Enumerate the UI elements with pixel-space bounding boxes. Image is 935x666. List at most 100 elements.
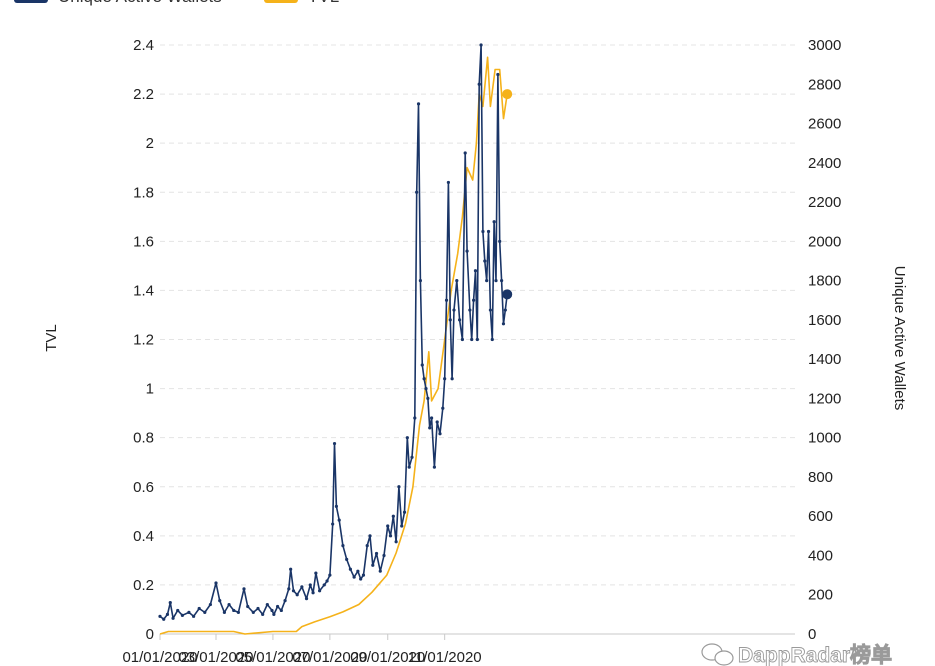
y-right-tick-label: 1000 [808, 430, 841, 447]
wallets-point [251, 610, 255, 615]
wallets-point [455, 279, 459, 283]
wallets-point [424, 386, 428, 391]
y-axis-left-title: TVL [43, 324, 60, 352]
wallets-point [503, 308, 507, 312]
wallets-point [218, 599, 222, 603]
legend-label-tvl: TVL [308, 0, 339, 6]
wallets-point [176, 608, 180, 613]
wallets-point [465, 249, 469, 253]
wallets-point [279, 608, 283, 613]
wallets-point [426, 396, 430, 400]
wallets-point [446, 180, 450, 185]
wallets-point [430, 416, 434, 420]
wallets-point [486, 229, 491, 234]
x-tick-label: 09/01/2020 [350, 649, 425, 666]
y-right-tick-label: 200 [808, 587, 833, 604]
wallets-point [415, 190, 419, 194]
wallets-point [348, 567, 352, 571]
wallets-point [371, 563, 375, 567]
x-axis: 01/01/202003/01/202005/01/202007/01/2020… [122, 634, 482, 666]
y-left-tick-label: 1 [146, 381, 154, 398]
tvl-end-marker [502, 89, 513, 100]
wallets-point [452, 308, 456, 312]
wallets-point [438, 432, 442, 436]
wallets-point [494, 279, 498, 283]
legend-swatch-tvl [264, 0, 298, 3]
wallets-point [337, 518, 341, 522]
wallets-point [197, 606, 201, 611]
y-left-tick-label: 2.4 [133, 37, 154, 54]
y-axis-right-title: Unique Active Wallets [891, 266, 908, 411]
wallets-point [391, 514, 395, 518]
watermark: DappRadar榜单 [701, 643, 892, 666]
x-tick-label: 01/01/2020 [122, 649, 197, 666]
wallets-point [500, 279, 504, 283]
wallets-point [165, 612, 170, 616]
wallets-point [227, 602, 231, 607]
series-tvl [159, 56, 513, 635]
y-left-tick-label: 2 [146, 135, 154, 152]
wallets-point [483, 259, 487, 263]
wallets-point [416, 102, 421, 106]
wallets-point [276, 604, 280, 609]
wallets-point [386, 524, 390, 528]
wallets-point [432, 465, 436, 469]
wallets-point [490, 337, 494, 342]
y-left-tick-label: 1.8 [133, 184, 154, 201]
wallets-point [397, 485, 401, 489]
y-right-tick-label: 2000 [808, 233, 841, 250]
x-tick-label: 07/01/2020 [292, 649, 367, 666]
wallets-point [402, 510, 407, 514]
wallets-point [405, 436, 409, 440]
wallets-point [222, 610, 226, 615]
y-axis-right: 0 200 400 600 800 1000 1200 1400 1600 1800 2000 220… [808, 37, 841, 643]
series-unique-active-wallets [158, 43, 513, 621]
wallets-point [345, 557, 349, 561]
wallets-point [242, 587, 246, 591]
wallets-point [468, 308, 472, 312]
y-left-tick-label: 1.4 [133, 282, 154, 299]
wallets-point [488, 308, 492, 312]
wallets-point [304, 597, 309, 601]
y-right-tick-label: 600 [808, 508, 833, 525]
wallets-point [361, 573, 366, 577]
wallets-point [314, 571, 318, 575]
y-left-tick-label: 0 [146, 626, 154, 643]
wechat-icon [701, 643, 734, 666]
wallets-point [300, 585, 304, 589]
y-right-tick-label: 400 [808, 547, 833, 564]
legend: Unique Active Wallets TVL [14, 0, 339, 6]
wallets-point [341, 544, 345, 548]
wallets-point [325, 579, 329, 583]
wallets-point [477, 82, 481, 86]
wallets-point [365, 544, 369, 548]
y-left-tick-label: 0.2 [133, 577, 154, 594]
wallets-point [265, 602, 269, 607]
wallets-point [470, 337, 474, 342]
y-right-tick-label: 2800 [808, 76, 841, 93]
wallets-point [400, 524, 404, 528]
y-right-tick-label: 800 [808, 469, 833, 486]
wallets-point [458, 318, 462, 322]
wallets-point [450, 377, 454, 381]
y-left-tick-label: 2.2 [133, 86, 154, 103]
wallets-point [168, 600, 172, 605]
wallets-point [261, 612, 265, 616]
wallets-point [420, 363, 424, 367]
wallets-point [359, 577, 363, 581]
wallets-point [407, 465, 411, 469]
y-left-tick-label: 1.6 [133, 233, 154, 250]
wallets-point [291, 589, 296, 593]
wallets-point [394, 540, 398, 544]
x-tick-label: 11/01/2020 [408, 649, 482, 666]
wallets-point [472, 298, 476, 302]
wallets-point [428, 426, 432, 430]
tvl-line [159, 56, 508, 635]
wallets-point [475, 337, 479, 342]
wallets-point [388, 534, 393, 538]
wallets-end-marker [502, 289, 513, 300]
wallets-point [256, 606, 260, 611]
wallets-point [208, 602, 212, 607]
y-left-tick-label: 0.6 [133, 479, 154, 496]
wallets-point [485, 279, 489, 283]
